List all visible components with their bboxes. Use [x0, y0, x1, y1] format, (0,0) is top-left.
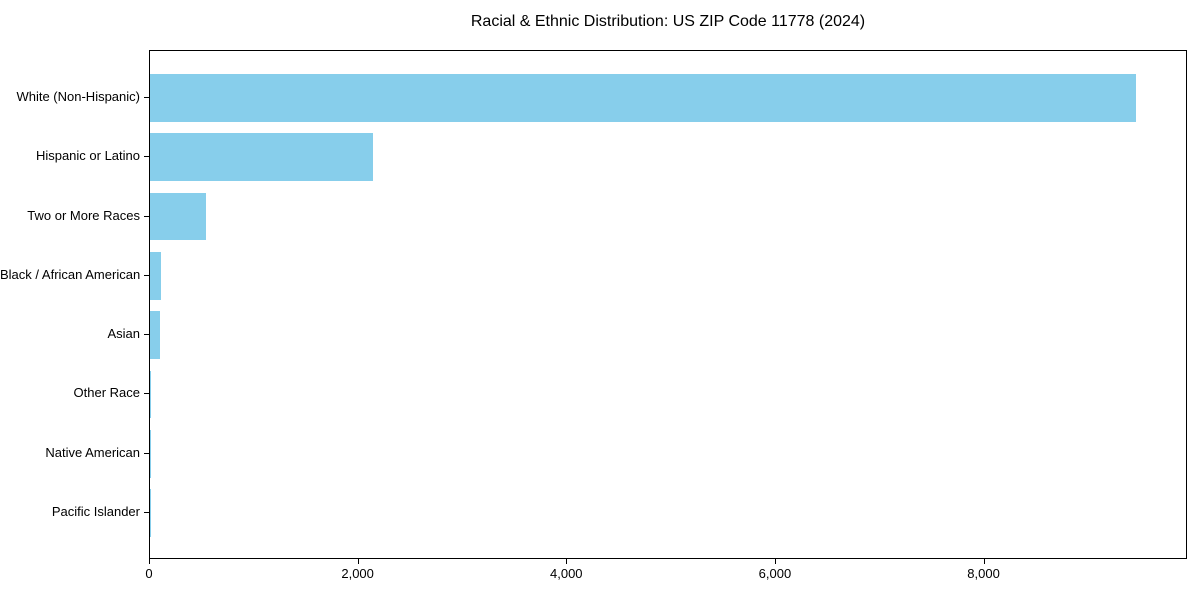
bar-other-race	[150, 370, 152, 419]
y-tick-mark	[144, 96, 149, 98]
x-axis-tick-label: 2,000	[341, 566, 374, 581]
y-axis-category-label: White (Non-Hispanic)	[16, 88, 140, 104]
y-axis-category-label: Other Race	[73, 385, 140, 401]
x-tick-mark	[983, 559, 985, 564]
x-axis-tick-label: 4,000	[550, 566, 583, 581]
y-axis-category-label: Black / African American	[0, 266, 141, 282]
x-tick-mark	[357, 559, 359, 564]
y-axis-category-label: Hispanic or Latino	[35, 148, 140, 164]
y-tick-mark	[144, 452, 149, 454]
x-tick-mark	[149, 559, 150, 564]
bar-asian	[150, 311, 161, 359]
bar-hispanic-or-latino	[150, 133, 374, 181]
y-axis-category-label: Native American	[45, 444, 140, 460]
bar-black-african-american	[150, 252, 162, 300]
x-tick-mark	[774, 559, 776, 564]
y-tick-mark	[144, 393, 149, 395]
bar-white-non-hispanic	[150, 74, 1137, 122]
y-tick-mark	[144, 274, 149, 276]
bar-native-american	[150, 430, 151, 478]
plot-area	[149, 50, 1187, 559]
y-tick-mark	[144, 156, 149, 158]
chart-title: Racial & Ethnic Distribution: US ZIP Cod…	[470, 13, 866, 30]
y-tick-mark	[144, 334, 149, 336]
x-axis-tick-label: 8,000	[967, 566, 1000, 581]
bar-two-or-more-races	[150, 192, 207, 241]
y-tick-mark	[144, 512, 149, 514]
x-axis-tick-label: 6,000	[758, 566, 792, 581]
y-axis-category-label: Pacific Islander	[51, 504, 140, 520]
y-axis-category-label: Two or More Races	[27, 207, 140, 223]
x-axis-tick-label: 0	[145, 566, 153, 581]
x-tick-mark	[566, 559, 568, 564]
y-axis-category-label: Asian	[107, 326, 140, 342]
y-tick-mark	[144, 215, 149, 217]
